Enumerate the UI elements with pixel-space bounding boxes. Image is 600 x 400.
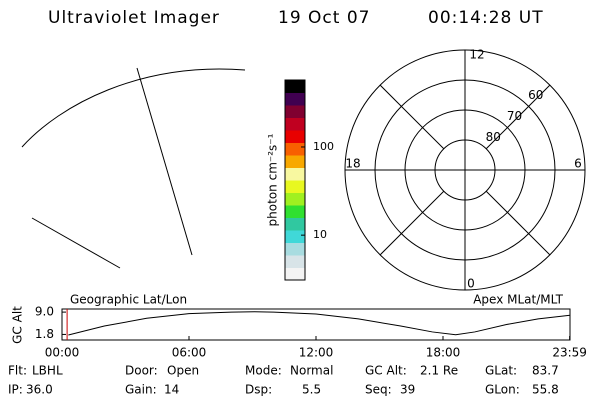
color-swatch: [285, 255, 305, 268]
field-value: 39: [400, 383, 415, 397]
color-swatch: [285, 230, 305, 243]
mlt-label: 12: [469, 48, 484, 62]
field-label: GC Alt:: [365, 364, 407, 378]
x-tick-label: 23:59: [552, 346, 587, 360]
color-swatch: [285, 92, 305, 106]
field-value: 36.0: [26, 383, 53, 397]
color-swatch: [285, 192, 305, 206]
field-label: GLon:: [485, 383, 520, 397]
time: 00:14:28 UT: [428, 8, 544, 28]
x-tick-label: 00:00: [45, 346, 80, 360]
altitude-line: [68, 311, 571, 336]
map-line: [136, 67, 193, 256]
mlt-label: 18: [345, 157, 360, 171]
field-label: Door:: [125, 364, 158, 378]
x-tick-label: 18:00: [426, 346, 461, 360]
instrument: Ultraviolet Imager: [48, 8, 220, 28]
field-value: LBHL: [32, 364, 63, 378]
field-value: 5.5: [302, 383, 321, 397]
y-axis-label: GC Alt: [11, 306, 25, 344]
field-label: Gain:: [125, 383, 157, 397]
color-swatch: [285, 80, 305, 93]
spoke: [379, 190, 445, 256]
colorbar-tick-label: 100: [313, 140, 334, 153]
color-swatch: [285, 117, 305, 131]
field-value: 83.7: [532, 364, 559, 378]
map-panel: [21, 67, 246, 269]
map-arc: [21, 68, 246, 148]
lat-label: 60: [528, 88, 543, 102]
color-swatch: [285, 217, 305, 231]
colorbar-frame: [284, 79, 306, 281]
mlt-label: 0: [467, 277, 475, 291]
field-value: 14: [164, 383, 179, 397]
y-tick-label: 1.8: [35, 327, 54, 341]
map-line: [31, 217, 121, 269]
field-value: Open: [167, 364, 199, 378]
x-tick-label: 12:00: [299, 346, 334, 360]
colorbar-label: photon cm⁻²s⁻¹: [266, 133, 280, 226]
field-value: Normal: [290, 364, 333, 378]
field-label: GLat:: [485, 364, 517, 378]
spoke: [485, 190, 551, 256]
lat-label: 80: [486, 130, 501, 144]
y-tick-label: 9.0: [35, 305, 54, 319]
lat-label: 70: [507, 109, 522, 123]
color-swatch: [285, 155, 305, 168]
field-value: 2.1 Re: [420, 364, 458, 378]
x-tick-label: 06:00: [172, 346, 207, 360]
right-label: Apex MLat/MLT: [473, 293, 563, 307]
mlt-label: 6: [574, 157, 582, 171]
field-value: 55.8: [532, 383, 559, 397]
color-swatch: [285, 267, 305, 281]
field-label: IP:: [8, 383, 23, 397]
color-swatch: [285, 180, 305, 193]
color-swatch: [285, 205, 305, 218]
field-label: Seq:: [365, 383, 392, 397]
spoke: [379, 84, 445, 150]
field-label: Mode:: [245, 364, 282, 378]
color-swatch: [285, 105, 305, 118]
left-label: Geographic Lat/Lon: [70, 293, 187, 307]
color-swatch: [285, 242, 305, 256]
date: 19 Oct 07: [278, 8, 370, 28]
color-swatch: [285, 167, 305, 181]
color-swatch: [285, 130, 305, 143]
colorbar-tick-label: 10: [313, 228, 327, 241]
field-label: Flt:: [8, 364, 27, 378]
color-swatch: [285, 142, 305, 156]
field-label: Dsp:: [245, 383, 272, 397]
spoke: [485, 84, 551, 150]
